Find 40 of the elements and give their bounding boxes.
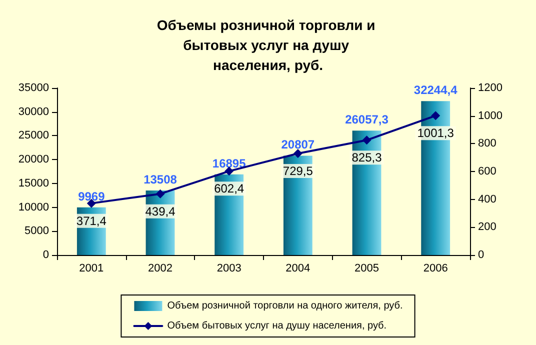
point — [431, 111, 440, 120]
x-tick-label: 2003 — [216, 262, 242, 274]
y2-tick-label: 1000 — [478, 110, 502, 122]
data-label: 1001,3 — [417, 126, 454, 140]
chart-title: Объемы розничной торговли и бытовых услуг на душу населения, руб. — [156, 17, 380, 73]
y2-tick-label: 800 — [478, 138, 496, 150]
data-label: 825,3 — [352, 150, 382, 165]
y-tick-label: 30000 — [18, 106, 49, 118]
y-tick-label: 35000 — [18, 82, 49, 94]
x-tick-label: 2004 — [286, 262, 310, 274]
point — [156, 189, 165, 198]
point — [293, 148, 302, 158]
data-label: 20807 — [281, 138, 315, 152]
x-tick-label: 2002 — [148, 262, 172, 274]
data-label: 729,5 — [282, 164, 314, 178]
data-label: 13508 — [144, 172, 178, 187]
y-tick-label: 20000 — [18, 154, 49, 166]
y2-tick-label: 0 — [478, 249, 484, 261]
x-tick-label: 2001 — [79, 262, 104, 274]
y2-tick-label: 600 — [478, 166, 496, 178]
y-tick-label: 15000 — [18, 177, 49, 190]
data-label: 16895 — [212, 156, 246, 170]
x-tick-label: 2006 — [423, 262, 448, 274]
data-label: 602,4 — [214, 182, 244, 196]
y-tick-label: 5000 — [24, 225, 49, 238]
y-tick-label: 0 — [42, 249, 49, 261]
y2-tick-label: 1200 — [478, 82, 502, 94]
data-label: 26057,3 — [345, 112, 389, 127]
point — [362, 136, 372, 145]
data-label: 371,4 — [76, 214, 107, 228]
data-label: 439,4 — [145, 204, 176, 218]
y-tick-label: 10000 — [18, 201, 49, 214]
data-label: 32244,4 — [414, 83, 458, 98]
legend-label: Объем бытовых услуг на душу населения, руб. — [167, 320, 387, 332]
y2-tick-label: 200 — [478, 221, 496, 234]
data-label: 9969 — [78, 189, 106, 204]
y2-tick-label: 400 — [478, 193, 496, 206]
x-tick-label: 2005 — [354, 262, 379, 274]
y-tick-label: 25000 — [18, 130, 49, 142]
legend-label: Объем розничной торговли на одного жителя, руб. — [167, 300, 403, 312]
